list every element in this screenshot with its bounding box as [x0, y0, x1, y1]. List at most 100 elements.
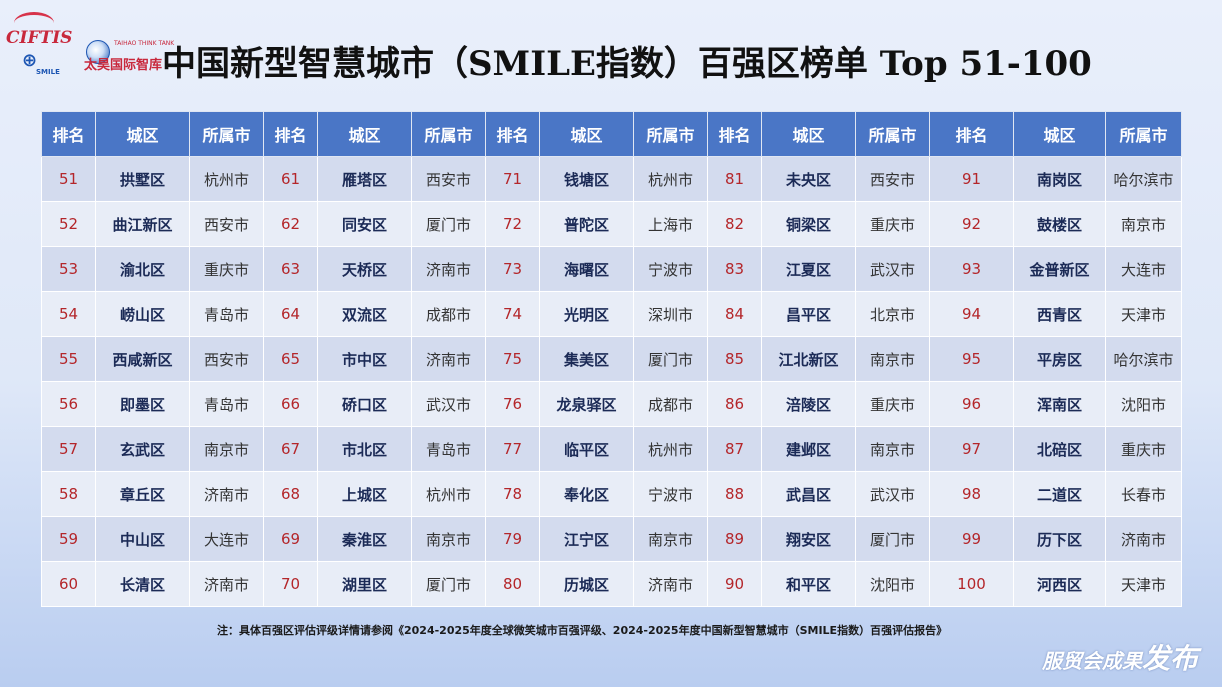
city-cell: 成都市 — [411, 291, 486, 337]
rank-cell: 57 — [41, 426, 96, 472]
city-cell: 西安市 — [189, 201, 264, 247]
city-cell: 青岛市 — [189, 291, 264, 337]
table-row: 58 章丘区 济南市 68 上城区 杭州市 78 奉化区 宁波市 88 武昌区 武汉市 98 二道区 长春市 — [41, 471, 1182, 517]
district-cell: 中山区 — [95, 516, 190, 562]
smile-logo: SMILE — [36, 68, 60, 76]
district-cell: 未央区 — [761, 156, 856, 202]
table-row: 53 渝北区 重庆市 63 天桥区 济南市 73 海曙区 宁波市 83 江夏区 武汉市 93 金普新区 大连… — [41, 246, 1182, 292]
rank-cell: 99 — [929, 516, 1014, 562]
district-cell: 武昌区 — [761, 471, 856, 517]
rank-cell: 93 — [929, 246, 1014, 292]
rank-cell: 59 — [41, 516, 96, 562]
district-cell: 西青区 — [1013, 291, 1106, 337]
district-cell: 龙泉驿区 — [539, 381, 634, 427]
district-cell: 和平区 — [761, 561, 856, 607]
district-cell: 南岗区 — [1013, 156, 1106, 202]
rank-cell: 74 — [485, 291, 540, 337]
rank-cell: 66 — [263, 381, 318, 427]
footer-brand-prefix: 服贸会成果 — [1042, 649, 1142, 673]
city-cell: 厦门市 — [411, 201, 486, 247]
rank-cell: 94 — [929, 291, 1014, 337]
city-cell: 武汉市 — [411, 381, 486, 427]
table-row: 52 曲江新区 西安市 62 同安区 厦门市 72 普陀区 上海市 82 铜梁区 重庆市 92 鼓楼区 南京… — [41, 201, 1182, 247]
table-row: 56 即墨区 青岛市 66 硚口区 武汉市 76 龙泉驿区 成都市 86 涪陵区 重庆市 96 浑南区 沈阳… — [41, 381, 1182, 427]
city-cell: 厦门市 — [855, 516, 930, 562]
city-cell: 济南市 — [189, 471, 264, 517]
rank-cell: 64 — [263, 291, 318, 337]
taihao-logo: 太昊国际智库 — [84, 58, 163, 73]
rank-cell: 61 — [263, 156, 318, 202]
district-cell: 平房区 — [1013, 336, 1106, 382]
city-cell: 重庆市 — [855, 381, 930, 427]
district-cell: 双流区 — [317, 291, 412, 337]
rank-cell: 55 — [41, 336, 96, 382]
rank-cell: 70 — [263, 561, 318, 607]
city-cell: 南京市 — [855, 336, 930, 382]
rank-cell: 52 — [41, 201, 96, 247]
city-cell: 南京市 — [189, 426, 264, 472]
district-cell: 光明区 — [539, 291, 634, 337]
district-cell: 江宁区 — [539, 516, 634, 562]
district-cell: 江北新区 — [761, 336, 856, 382]
district-cell: 拱墅区 — [95, 156, 190, 202]
header-district: 城区 — [317, 111, 412, 157]
rank-cell: 96 — [929, 381, 1014, 427]
rank-cell: 75 — [485, 336, 540, 382]
district-cell: 鼓楼区 — [1013, 201, 1106, 247]
city-cell: 西安市 — [189, 336, 264, 382]
city-cell: 济南市 — [189, 561, 264, 607]
header-rank: 排名 — [707, 111, 762, 157]
rank-cell: 87 — [707, 426, 762, 472]
district-cell: 天桥区 — [317, 246, 412, 292]
city-cell: 大连市 — [1105, 246, 1182, 292]
city-cell: 武汉市 — [855, 471, 930, 517]
table-row: 51 拱墅区 杭州市 61 雁塔区 西安市 71 钱塘区 杭州市 81 未央区 西安市 91 南岗区 哈尔滨… — [41, 156, 1182, 202]
district-cell: 涪陵区 — [761, 381, 856, 427]
rank-cell: 98 — [929, 471, 1014, 517]
table-header-row: 排名 城区 所属市 排名 城区 所属市 排名 城区 所属市 排名 城区 所属市 排名 城区 所属市 — [41, 111, 1182, 157]
city-cell: 宁波市 — [633, 471, 708, 517]
district-cell: 玄武区 — [95, 426, 190, 472]
rank-cell: 54 — [41, 291, 96, 337]
rank-cell: 88 — [707, 471, 762, 517]
rank-cell: 82 — [707, 201, 762, 247]
city-cell: 杭州市 — [633, 426, 708, 472]
page-title: 中国新型智慧城市（SMILE指数）百强区榜单 Top 51-100 — [162, 44, 1092, 84]
city-cell: 西安市 — [411, 156, 486, 202]
city-cell: 杭州市 — [411, 471, 486, 517]
district-cell: 同安区 — [317, 201, 412, 247]
rank-cell: 76 — [485, 381, 540, 427]
rank-cell: 100 — [929, 561, 1014, 607]
district-cell: 浑南区 — [1013, 381, 1106, 427]
city-cell: 成都市 — [633, 381, 708, 427]
header-district: 城区 — [95, 111, 190, 157]
city-cell: 济南市 — [411, 246, 486, 292]
city-cell: 武汉市 — [855, 246, 930, 292]
header-district: 城区 — [761, 111, 856, 157]
rank-cell: 78 — [485, 471, 540, 517]
city-cell: 哈尔滨市 — [1105, 156, 1182, 202]
rank-cell: 89 — [707, 516, 762, 562]
district-cell: 秦淮区 — [317, 516, 412, 562]
city-cell: 哈尔滨市 — [1105, 336, 1182, 382]
district-cell: 铜梁区 — [761, 201, 856, 247]
city-cell: 南京市 — [411, 516, 486, 562]
ranking-table: 排名 城区 所属市 排名 城区 所属市 排名 城区 所属市 排名 城区 所属市 排名 城区 所属市 51 拱墅… — [41, 111, 1182, 607]
city-cell: 济南市 — [1105, 516, 1182, 562]
rank-cell: 58 — [41, 471, 96, 517]
header-rank: 排名 — [485, 111, 540, 157]
rank-cell: 80 — [485, 561, 540, 607]
city-cell: 重庆市 — [1105, 426, 1182, 472]
header-rank: 排名 — [929, 111, 1014, 157]
district-cell: 历城区 — [539, 561, 634, 607]
city-cell: 南京市 — [1105, 201, 1182, 247]
header-city: 所属市 — [855, 111, 930, 157]
rank-cell: 90 — [707, 561, 762, 607]
rank-cell: 67 — [263, 426, 318, 472]
city-cell: 重庆市 — [855, 201, 930, 247]
district-cell: 翔安区 — [761, 516, 856, 562]
rank-cell: 95 — [929, 336, 1014, 382]
district-cell: 历下区 — [1013, 516, 1106, 562]
header-rank: 排名 — [263, 111, 318, 157]
city-cell: 上海市 — [633, 201, 708, 247]
